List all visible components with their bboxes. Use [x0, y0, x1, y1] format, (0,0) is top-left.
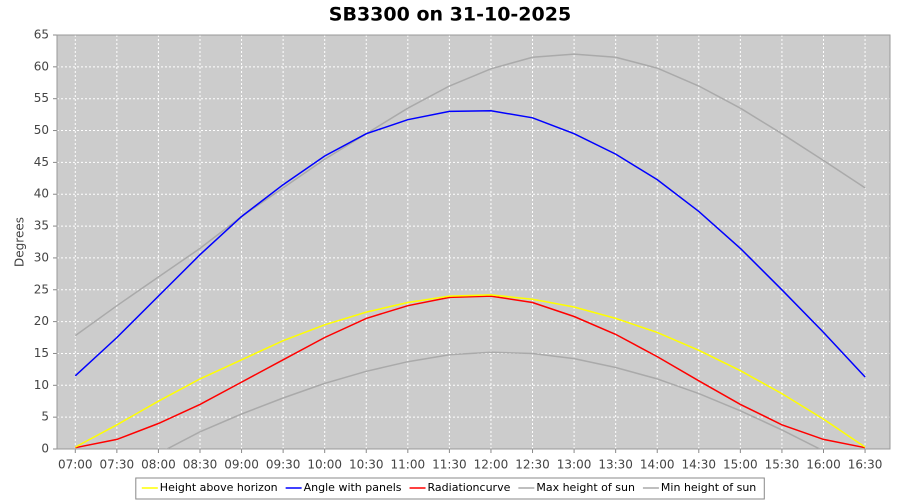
- series-line: [74, 53, 866, 337]
- legend-label: Height above horizon: [160, 481, 278, 494]
- x-tick-label: 12:30: [515, 458, 550, 472]
- legend-label: Radiationcurve: [428, 481, 511, 494]
- plot-area: [56, 34, 891, 450]
- y-tick-label: 5: [41, 410, 49, 424]
- x-tick-label: 15:30: [765, 458, 800, 472]
- x-tick-label: 09:30: [266, 458, 301, 472]
- x-tick-label: 08:00: [141, 458, 176, 472]
- legend-label: Angle with panels: [304, 481, 402, 494]
- legend-label: Max height of sun: [536, 481, 635, 494]
- y-tick-label: 15: [34, 346, 49, 360]
- x-tick-label: 14:30: [681, 458, 716, 472]
- plot-lines: [74, 53, 866, 449]
- plot-area: [56, 34, 891, 450]
- y-tick-label: 35: [34, 219, 49, 233]
- x-tick-label: 08:30: [183, 458, 218, 472]
- y-tick-label: 50: [34, 123, 49, 137]
- x-tick-label: 07:00: [58, 458, 93, 472]
- y-tick-label: 20: [34, 314, 49, 328]
- x-tick-label: 10:00: [307, 458, 342, 472]
- x-tick-label: 16:30: [848, 458, 883, 472]
- legend: Height above horizon Angle with panels Rad…: [135, 477, 765, 500]
- y-tick-label: 45: [34, 155, 49, 169]
- y-tick-label: 30: [34, 250, 49, 264]
- series-line: [74, 110, 866, 378]
- series-line: [75, 295, 866, 449]
- y-tick-label: 65: [34, 28, 49, 42]
- x-tick-label: 12:00: [474, 458, 509, 472]
- legend-box: [135, 477, 765, 500]
- x-tick-label: 09:00: [224, 458, 259, 472]
- y-tick-label: 40: [34, 187, 49, 201]
- series-line: [165, 351, 822, 449]
- x-tick-label: 15:00: [723, 458, 758, 472]
- x-tick-label: 07:30: [100, 458, 135, 472]
- x-tick-label: 11:00: [391, 458, 426, 472]
- series-line: [74, 294, 866, 448]
- y-tick-label: 0: [41, 442, 49, 456]
- x-tick-label: 11:30: [432, 458, 467, 472]
- y-tick-label: 10: [34, 378, 49, 392]
- chart-title: SB3300 on 31-10-2025: [329, 4, 571, 26]
- x-tick-label: 10:30: [349, 458, 384, 472]
- y-axis-label: Degrees: [13, 217, 27, 267]
- x-tick-label: 16:00: [806, 458, 841, 472]
- legend-label: Min height of sun: [661, 481, 756, 494]
- x-tick-label: 13:30: [598, 458, 633, 472]
- y-tick-label: 60: [34, 59, 49, 73]
- x-tick-label: 13:00: [557, 458, 592, 472]
- y-tick-label: 55: [34, 91, 49, 105]
- x-tick-label: 14:00: [640, 458, 675, 472]
- y-tick-label: 25: [34, 282, 49, 296]
